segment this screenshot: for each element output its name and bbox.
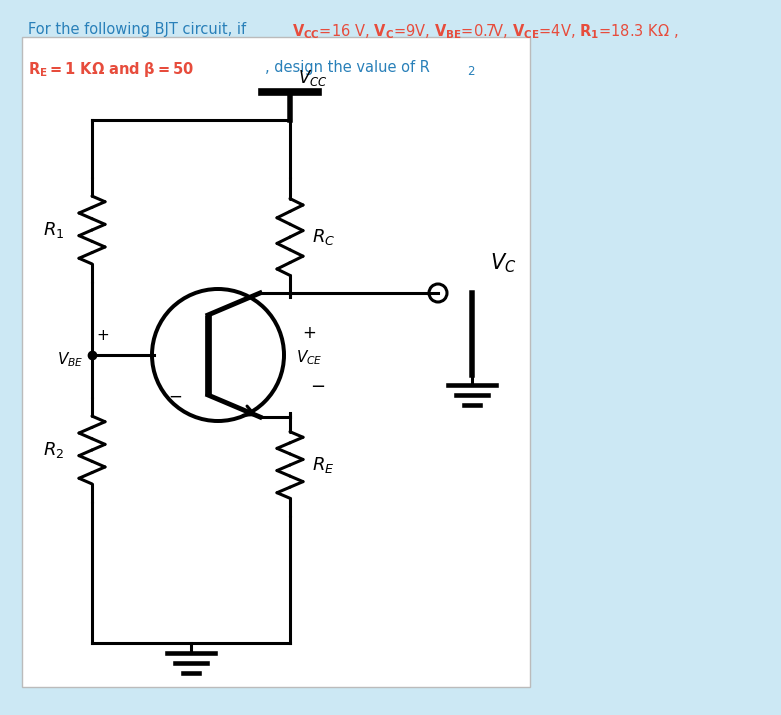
Text: $R_C$: $R_C$ <box>312 227 335 247</box>
Text: $V_C$: $V_C$ <box>490 252 516 275</box>
Text: $R_E$: $R_E$ <box>312 455 334 475</box>
Text: $R_2$: $R_2$ <box>44 440 65 460</box>
Text: −: − <box>310 378 325 396</box>
Text: +: + <box>96 327 109 342</box>
Text: , design the value of R: , design the value of R <box>265 60 430 75</box>
Text: $\bf{R_E=1\ K\Omega\ and\ \beta=50}$: $\bf{R_E=1\ K\Omega\ and\ \beta=50}$ <box>28 60 194 79</box>
Text: −: − <box>168 388 182 406</box>
Text: $V_{BE}$: $V_{BE}$ <box>57 350 84 370</box>
Text: $\bf{V_{CC}}$=16 V, $\bf{V_C}$=9V, $\bf{V_{BE}}$=0.7V, $\bf{V_{CE}}$=4V, $\bf{R_: $\bf{V_{CC}}$=16 V, $\bf{V_C}$=9V, $\bf{… <box>292 22 679 41</box>
Text: +: + <box>302 324 316 342</box>
Text: For the following BJT circuit, if: For the following BJT circuit, if <box>28 22 251 37</box>
Text: 2: 2 <box>467 65 475 78</box>
Text: $V_{CC}$: $V_{CC}$ <box>298 68 327 88</box>
Text: $V_{CE}$: $V_{CE}$ <box>296 349 323 368</box>
FancyBboxPatch shape <box>22 37 530 687</box>
Text: $R_1$: $R_1$ <box>43 220 65 240</box>
